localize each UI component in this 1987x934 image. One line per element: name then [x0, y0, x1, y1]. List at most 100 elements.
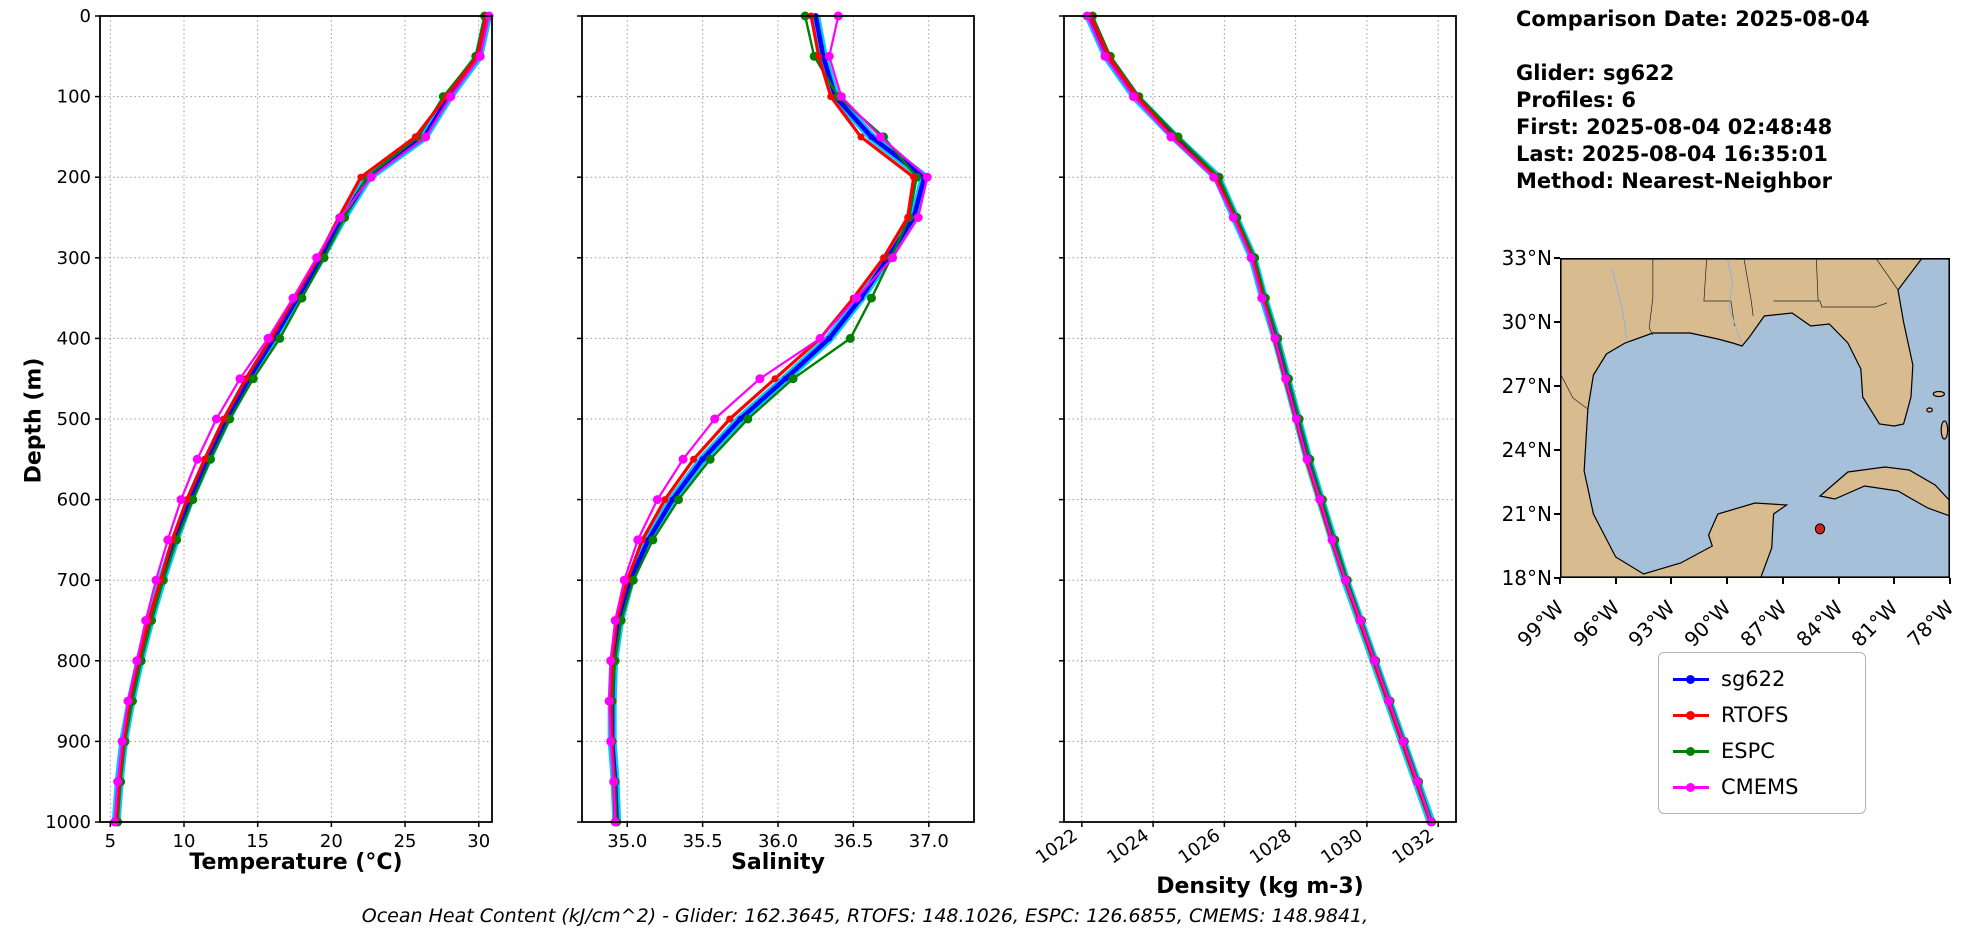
- marker-RTOFS: [357, 173, 365, 181]
- svg-text:36.0: 36.0: [758, 831, 798, 852]
- series-CMEMS: [113, 14, 491, 824]
- marker-CMEMS: [652, 495, 662, 505]
- marker-CMEMS: [606, 656, 616, 666]
- marker-sg622: [868, 133, 875, 140]
- marker-CMEMS: [913, 213, 923, 222]
- marker-RTOFS: [880, 254, 888, 262]
- marker-CMEMS: [1281, 374, 1291, 384]
- marker-RTOFS: [904, 214, 912, 221]
- marker-CMEMS: [1228, 213, 1238, 222]
- marker-CMEMS: [1302, 454, 1312, 464]
- marker-CMEMS: [132, 656, 142, 666]
- map-lat-tick-label: 33°N: [1501, 246, 1552, 270]
- comparison-info-panel: Comparison Date: 2025-08-04 Glider: sg62…: [1516, 6, 1870, 195]
- state-borders: [1560, 258, 1898, 409]
- ocean-heat-content-text: Ocean Heat Content (kJ/cm^2) - Glider: 1…: [361, 905, 1369, 927]
- map-tick-mark: [1726, 578, 1729, 584]
- svg-text:800: 800: [57, 651, 91, 672]
- gulf-of-mexico-map: [1560, 258, 1950, 578]
- svg-text:15: 15: [246, 831, 269, 852]
- map-tick-mark: [1559, 578, 1561, 584]
- svg-text:400: 400: [57, 328, 91, 349]
- marker-CMEMS: [1327, 535, 1337, 545]
- bahamas-islands: [1927, 392, 1948, 440]
- map-tick-mark: [1670, 578, 1673, 584]
- marker-CMEMS: [163, 535, 173, 545]
- marker-RTOFS: [411, 133, 419, 141]
- marker-CMEMS: [1128, 92, 1138, 102]
- legend: sg622 RTOFS ESPC CMEMS: [1658, 652, 1866, 814]
- map-tick-mark: [1614, 578, 1617, 584]
- map-tick-mark: [1949, 578, 1951, 584]
- marker-RTOFS: [201, 455, 209, 463]
- marker-ESPC: [705, 454, 715, 464]
- svg-text:1032: 1032: [1388, 825, 1438, 868]
- marker-CMEMS: [678, 454, 688, 464]
- series-sg622: [1086, 13, 1434, 825]
- marker-CMEMS: [1166, 132, 1176, 142]
- marker-CMEMS: [235, 374, 245, 384]
- first-profile-time-text: First: 2025-08-04 02:48:48: [1516, 115, 1833, 139]
- marker-sg622: [737, 416, 744, 422]
- map-lat-tick-label: 18°N: [1501, 566, 1552, 590]
- map-tick-mark: [1554, 321, 1560, 323]
- last-profile-time-text: Last: 2025-08-04 16:35:01: [1516, 142, 1828, 166]
- density-axis-label: Density (kg m-3): [1156, 874, 1364, 899]
- svg-text:1026: 1026: [1175, 825, 1225, 868]
- svg-text:700: 700: [57, 570, 91, 591]
- glider-name-text: Glider: sg622: [1516, 61, 1675, 85]
- marker-CMEMS: [1209, 172, 1219, 182]
- marker-CMEMS: [312, 253, 322, 263]
- svg-text:30: 30: [467, 831, 490, 852]
- svg-text:1030: 1030: [1317, 825, 1367, 868]
- svg-text:1000: 1000: [45, 812, 91, 833]
- marker-CMEMS: [876, 132, 886, 142]
- marker-CMEMS: [922, 172, 932, 182]
- glider-profiles-band: [1084, 14, 1436, 824]
- series-RTOFS: [114, 14, 488, 824]
- marker-CMEMS: [1100, 51, 1110, 61]
- svg-text:1024: 1024: [1103, 825, 1153, 868]
- marker-RTOFS: [857, 133, 865, 141]
- marker-ESPC: [248, 374, 258, 384]
- series-CMEMS: [1086, 14, 1433, 824]
- map-tick-mark: [1893, 578, 1896, 584]
- marker-CMEMS: [1315, 495, 1325, 505]
- density-plot: 1022 1024 1026 1028 1030 1032: [1032, 11, 1457, 868]
- marker-ESPC: [673, 495, 683, 505]
- marker-CMEMS: [123, 696, 133, 706]
- legend-line-dot-marker: [1673, 746, 1709, 756]
- svg-text:10: 10: [173, 831, 196, 852]
- svg-text:36.5: 36.5: [833, 831, 873, 852]
- marker-CMEMS: [633, 535, 643, 545]
- svg-text:35.5: 35.5: [683, 831, 723, 852]
- svg-text:20: 20: [320, 831, 343, 852]
- temperature-axis-label: Temperature (°C): [189, 850, 403, 875]
- marker-CMEMS: [366, 172, 376, 182]
- marker-CMEMS: [141, 616, 151, 625]
- marker-ESPC: [206, 454, 216, 464]
- map-lat-tick-label: 21°N: [1501, 502, 1552, 526]
- map-tick-mark: [1554, 513, 1560, 515]
- marker-ESPC: [648, 535, 658, 545]
- marker-sg622: [826, 335, 833, 342]
- profiles-count-text: Profiles: 6: [1516, 88, 1637, 112]
- method-text: Method: Nearest-Neighbor: [1516, 169, 1832, 193]
- marker-ESPC: [297, 293, 307, 303]
- marker-ESPC: [275, 333, 285, 343]
- map-lat-tick-label: 24°N: [1501, 438, 1552, 462]
- marker-CMEMS: [610, 616, 620, 625]
- marker-CMEMS: [151, 575, 161, 585]
- profile-plots-canvas: 5 10 15 20 25 3001002003004005006007008009001…: [45, 6, 1457, 868]
- marker-CMEMS: [824, 51, 834, 61]
- legend-label-espc: ESPC: [1721, 739, 1775, 763]
- map-tick-mark: [1554, 385, 1560, 387]
- marker-CMEMS: [446, 92, 456, 102]
- svg-text:35.0: 35.0: [607, 831, 647, 852]
- marker-ESPC: [188, 495, 198, 505]
- marker-CMEMS: [1370, 656, 1380, 666]
- legend-item-cmems: CMEMS: [1673, 769, 1851, 805]
- marker-sg622: [669, 496, 676, 503]
- depth-axis-label: Depth (m): [21, 357, 47, 484]
